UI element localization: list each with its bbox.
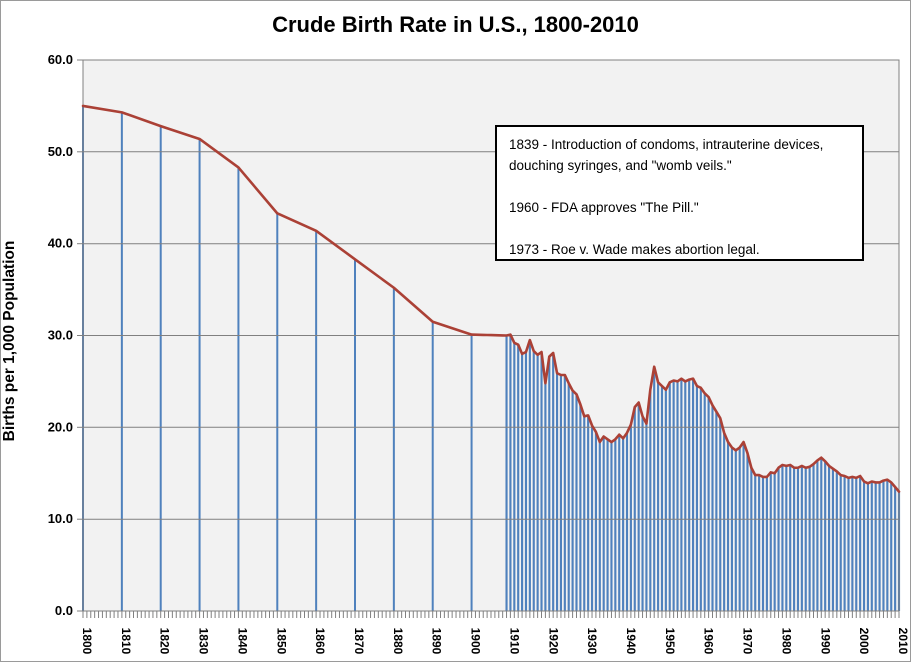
- svg-text:30.0: 30.0: [48, 328, 73, 343]
- svg-text:50.0: 50.0: [48, 144, 73, 159]
- svg-text:1920: 1920: [546, 628, 560, 655]
- svg-text:1800: 1800: [80, 628, 94, 655]
- svg-text:1900: 1900: [469, 628, 483, 655]
- svg-text:1880: 1880: [391, 628, 405, 655]
- svg-text:1980: 1980: [779, 628, 793, 655]
- svg-text:60.0: 60.0: [48, 52, 73, 67]
- svg-text:1840: 1840: [235, 628, 249, 655]
- svg-text:10.0: 10.0: [48, 511, 73, 526]
- svg-text:1890: 1890: [430, 628, 444, 655]
- svg-text:1810: 1810: [119, 628, 133, 655]
- svg-text:20.0: 20.0: [48, 419, 73, 434]
- svg-text:1910: 1910: [507, 628, 521, 655]
- svg-text:1940: 1940: [624, 628, 638, 655]
- svg-text:1960: 1960: [702, 628, 716, 655]
- svg-text:1820: 1820: [158, 628, 172, 655]
- svg-text:1970: 1970: [741, 628, 755, 655]
- svg-text:0.0: 0.0: [55, 603, 73, 618]
- svg-text:1870: 1870: [352, 628, 366, 655]
- svg-text:1850: 1850: [274, 628, 288, 655]
- svg-text:2000: 2000: [857, 628, 871, 655]
- svg-text:40.0: 40.0: [48, 236, 73, 251]
- svg-text:1950: 1950: [663, 628, 677, 655]
- svg-text:1860: 1860: [313, 628, 327, 655]
- svg-text:1830: 1830: [197, 628, 211, 655]
- svg-text:2010: 2010: [896, 628, 910, 655]
- svg-text:1990: 1990: [818, 628, 832, 655]
- svg-text:1930: 1930: [585, 628, 599, 655]
